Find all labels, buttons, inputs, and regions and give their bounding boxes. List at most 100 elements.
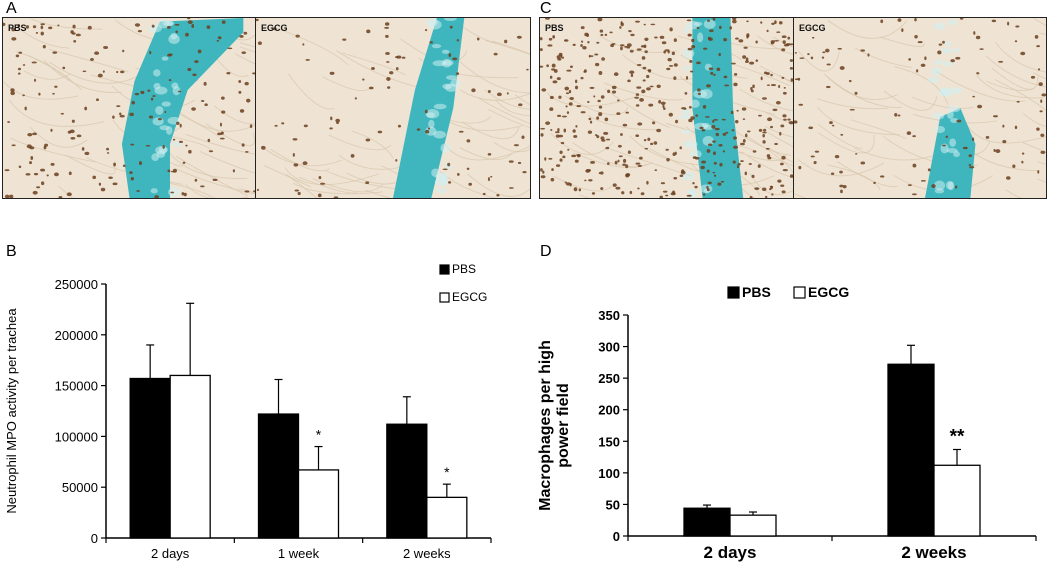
stained-cell: [206, 25, 211, 30]
stained-cell: [761, 97, 767, 100]
stained-cell: [810, 56, 814, 60]
stained-cell: [707, 181, 712, 185]
stained-cell: [119, 114, 125, 118]
stained-cell: [429, 41, 433, 44]
stained-cell: [386, 61, 390, 63]
stained-cell: [794, 52, 797, 54]
stained-cell: [36, 186, 41, 189]
stained-cell: [738, 39, 744, 43]
stained-cell: [897, 114, 901, 117]
legend-label-pbs: PBS: [742, 284, 771, 300]
y-tick-label: 50000: [62, 480, 98, 495]
stained-cell: [1038, 82, 1043, 86]
stained-cell: [600, 171, 604, 175]
stained-cell: [10, 91, 15, 96]
stained-cell: [654, 36, 658, 39]
stained-cell: [555, 164, 561, 167]
stained-cell: [565, 92, 570, 95]
stained-cell: [723, 75, 728, 79]
tissue-fiber: [747, 155, 794, 179]
stained-cell: [770, 73, 773, 77]
chondrocyte: [441, 58, 452, 68]
stained-cell: [620, 133, 623, 136]
stained-cell: [540, 37, 543, 41]
stained-cell: [556, 77, 561, 81]
micrograph-c-egcg: EGCG: [793, 17, 1047, 199]
stained-cell: [52, 51, 58, 54]
stained-cell: [757, 164, 761, 168]
stained-cell: [35, 31, 39, 34]
stained-cell: [544, 157, 547, 161]
stained-cell: [774, 39, 780, 42]
chondrocyte: [940, 143, 949, 154]
stained-cell: [368, 86, 374, 90]
stained-cell: [320, 182, 325, 185]
stained-cell: [689, 70, 694, 73]
stained-cell: [993, 115, 998, 118]
stained-cell: [172, 168, 177, 173]
tissue-fiber: [30, 18, 103, 30]
stained-cell: [24, 106, 27, 111]
y-tick-label: 0: [613, 529, 620, 544]
stained-cell: [548, 37, 553, 41]
stained-cell: [584, 32, 589, 37]
micrograph-texture: [256, 18, 530, 198]
stained-cell: [204, 103, 208, 107]
chondrocyte: [947, 181, 955, 191]
stained-cell: [496, 194, 500, 197]
stained-cell: [613, 72, 619, 76]
stained-cell: [942, 144, 947, 147]
stained-cell: [176, 121, 180, 125]
stained-cell: [245, 150, 249, 153]
x-category-label: 2 weeks: [403, 546, 451, 561]
stained-cell: [10, 88, 15, 93]
stained-cell: [194, 60, 199, 64]
tissue-fiber: [986, 80, 1034, 91]
stained-cell: [811, 36, 815, 39]
stained-cell: [643, 23, 646, 26]
tissue-fiber: [273, 26, 348, 65]
stained-cell: [33, 172, 39, 176]
stained-cell: [607, 162, 610, 165]
stained-cell: [622, 163, 626, 166]
stained-cell: [518, 103, 523, 107]
stained-cell: [713, 161, 717, 165]
stained-cell: [424, 129, 430, 134]
chondrocyte: [683, 26, 690, 34]
stained-cell: [729, 26, 732, 30]
stained-cell: [140, 90, 145, 95]
stained-cell: [743, 46, 748, 49]
stained-cell: [580, 26, 585, 30]
stained-cell: [552, 35, 556, 39]
stained-cell: [557, 127, 560, 132]
stained-cell: [567, 148, 570, 151]
stained-cell: [100, 187, 106, 192]
stained-cell: [185, 144, 188, 147]
stained-cell: [482, 192, 486, 196]
stained-cell: [71, 119, 75, 123]
stained-cell: [385, 51, 390, 55]
stained-cell: [4, 169, 10, 172]
chondrocyte: [428, 119, 435, 129]
stained-cell: [636, 86, 642, 89]
stained-cell: [623, 158, 627, 163]
stained-cell: [643, 44, 647, 49]
stained-cell: [447, 162, 451, 167]
stained-cell: [707, 143, 713, 147]
stained-cell: [606, 138, 611, 141]
stained-cell: [31, 61, 37, 64]
stained-cell: [920, 63, 926, 67]
stained-cell: [799, 57, 805, 59]
stained-cell: [7, 121, 11, 123]
micrograph-texture: [794, 18, 1046, 198]
stained-cell: [709, 29, 714, 33]
legend-label-egcg: EGCG: [452, 290, 487, 304]
stained-cell: [428, 127, 431, 130]
stained-cell: [281, 122, 285, 125]
stained-cell: [509, 187, 514, 189]
stained-cell: [740, 160, 744, 163]
stained-cell: [783, 87, 786, 89]
chondrocyte: [690, 99, 700, 108]
stained-cell: [692, 156, 697, 159]
y-axis-label-line: power field: [555, 383, 572, 467]
